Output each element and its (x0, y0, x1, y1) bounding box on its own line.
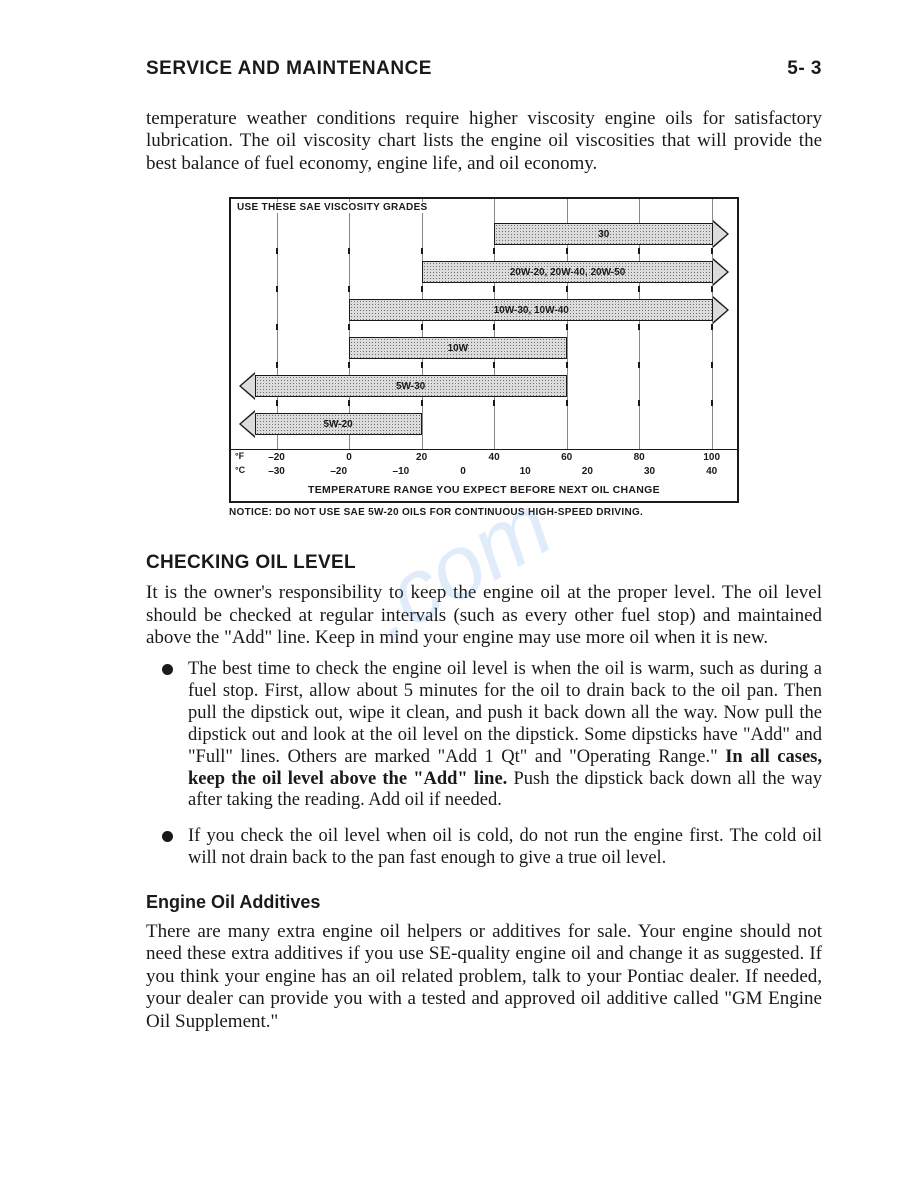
arrow-right-icon (713, 220, 729, 248)
viscosity-bar: 5W-30 (239, 375, 567, 397)
page-number: 5- 3 (787, 58, 822, 80)
c-tick-label: –20 (330, 466, 347, 477)
list-item: The best time to check the engine oil le… (188, 659, 822, 812)
section-heading-checking: CHECKING OIL LEVEL (146, 552, 822, 574)
intro-paragraph: temperature weather conditions require h… (146, 108, 822, 175)
f-tick-label: 40 (489, 452, 500, 463)
chart-frame: USE THESE SAE VISCOSITY GRADES 30 20W-20,… (229, 197, 739, 503)
c-axis-row: –30 –20 –10 0 10 20 30 40 (231, 466, 737, 480)
c-tick-label: 30 (644, 466, 655, 477)
f-tick-label: 80 (634, 452, 645, 463)
c-tick-label: 10 (520, 466, 531, 477)
chart-notice: NOTICE: DO NOT USE SAE 5W-20 OILS FOR CO… (229, 507, 739, 518)
tick-row (231, 324, 737, 330)
f-axis-row: –20 0 20 40 60 80 100 (231, 452, 737, 466)
bar-label: 20W-20, 20W-40, 20W-50 (422, 261, 714, 283)
c-tick-label: –30 (268, 466, 285, 477)
chart-plot-area: 30 20W-20, 20W-40, 20W-50 10W-30, 10W-40 10… (231, 199, 737, 449)
section2-paragraph: There are many extra engine oil helpers … (146, 921, 822, 1033)
tick-row (231, 362, 737, 368)
arrow-right-icon (713, 258, 729, 286)
viscosity-bar: 10W-30, 10W-40 (349, 299, 729, 321)
bullet-list: The best time to check the engine oil le… (146, 659, 822, 869)
chart-top-label: USE THESE SAE VISCOSITY GRADES (237, 202, 428, 213)
c-tick-label: 0 (460, 466, 466, 477)
f-tick-label: 100 (703, 452, 720, 463)
tick-row (231, 286, 737, 292)
bullet-text: If you check the oil level when oil is c… (188, 826, 822, 868)
tick-row (231, 400, 737, 406)
bar-label: 30 (494, 223, 713, 245)
c-tick-label: –10 (393, 466, 410, 477)
subsection-heading-additives: Engine Oil Additives (146, 892, 822, 913)
tick-row (231, 248, 737, 254)
bar-label: 10W-30, 10W-40 (349, 299, 713, 321)
viscosity-bar: 30 (494, 223, 729, 245)
arrow-right-icon (713, 296, 729, 324)
chart-caption: TEMPERATURE RANGE YOU EXPECT BEFORE NEXT… (231, 480, 737, 501)
header-title: SERVICE AND MAINTENANCE (146, 58, 432, 80)
viscosity-bar: 10W (349, 337, 567, 359)
f-tick-label: 0 (346, 452, 352, 463)
f-tick-label: –20 (268, 452, 285, 463)
arrow-left-icon (239, 372, 255, 400)
c-tick-label: 40 (706, 466, 717, 477)
list-item: If you check the oil level when oil is c… (188, 826, 822, 870)
chart-axis-area: °F –20020406080100 °C –30–20–10010203040… (231, 449, 737, 501)
bar-label: 5W-30 (255, 375, 567, 397)
viscosity-chart: USE THESE SAE VISCOSITY GRADES 30 20W-20,… (229, 197, 739, 518)
viscosity-bar: 20W-20, 20W-40, 20W-50 (422, 261, 730, 283)
bar-label: 10W (349, 337, 567, 359)
arrow-left-icon (239, 410, 255, 438)
f-tick-label: 60 (561, 452, 572, 463)
f-tick-label: 20 (416, 452, 427, 463)
c-tick-label: 20 (582, 466, 593, 477)
viscosity-bar: 5W-20 (239, 413, 422, 435)
page-header: SERVICE AND MAINTENANCE 5- 3 (146, 58, 822, 80)
section1-paragraph: It is the owner's responsibility to keep… (146, 582, 822, 649)
bar-label: 5W-20 (255, 413, 422, 435)
